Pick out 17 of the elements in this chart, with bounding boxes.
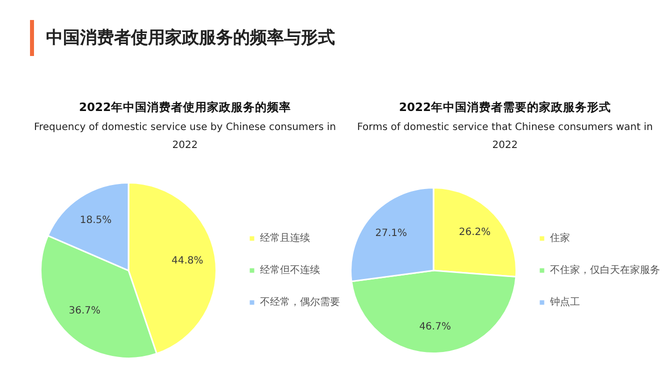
data-label: 46.7% [419,321,451,332]
data-label: 18.5% [80,215,112,226]
legend-label: 钟点工 [549,296,580,308]
data-label: 44.8% [171,255,204,266]
legend-label: 住家 [550,232,570,244]
data-label: 27.1% [375,228,408,240]
chart-subtitle: Forms of domestic service that Chinese consumers want in 2022 [356,121,654,153]
chart-title: 2022年中国消费者需要的家政服务形式 [398,100,612,115]
chart-subtitle: Frequency of domestic service use by Chinese consumers in 2022 [32,121,338,153]
data-label: 26.2% [458,226,491,238]
legend-label: 经常但不连续 [260,264,320,276]
data-label: 36.7% [68,306,101,317]
legend-label: 不经常，偶尔需要 [260,296,340,308]
legend-label: 不住家，仅白天在家服务 [550,264,660,276]
legend-label: 经常且连续 [260,232,310,244]
chart-title: 2022年中国消费者使用家政服务的频率 [78,100,292,115]
text: 中国消费者使用家政服务的频率与形式 [30,20,335,56]
